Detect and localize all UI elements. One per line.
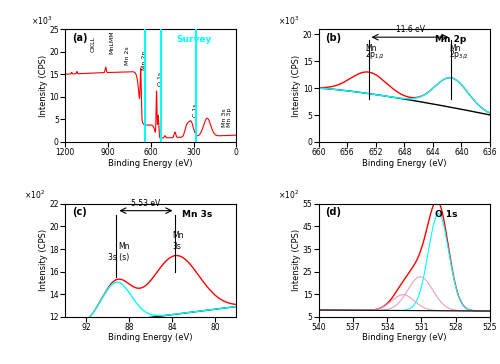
X-axis label: Binding Energy (eV): Binding Energy (eV)	[362, 159, 446, 167]
Text: Mn 3s: Mn 3s	[222, 109, 227, 127]
Y-axis label: Intensity (CPS): Intensity (CPS)	[292, 55, 302, 116]
Text: O 1s: O 1s	[435, 210, 458, 218]
Text: 5.53 eV: 5.53 eV	[131, 199, 160, 209]
Text: Mn 3p: Mn 3p	[227, 108, 232, 127]
Text: O 1s: O 1s	[158, 71, 163, 86]
Text: OKLL: OKLL	[91, 36, 96, 52]
Text: Mn: Mn	[365, 44, 376, 53]
X-axis label: Binding Energy (eV): Binding Energy (eV)	[362, 333, 446, 342]
Text: Mn: Mn	[450, 44, 461, 53]
Text: Survey: Survey	[176, 35, 212, 44]
Text: Mn 2p: Mn 2p	[142, 50, 147, 70]
Text: MnLMM: MnLMM	[109, 30, 114, 54]
Y-axis label: Intensity (CPS): Intensity (CPS)	[38, 229, 48, 291]
Text: $\times 10^3$: $\times 10^3$	[278, 14, 298, 27]
Text: Mn: Mn	[118, 242, 130, 251]
Y-axis label: Intensity (CPS): Intensity (CPS)	[292, 229, 301, 291]
X-axis label: Binding Energy (eV): Binding Energy (eV)	[108, 159, 193, 167]
Y-axis label: Intensity (CPS): Intensity (CPS)	[38, 55, 48, 116]
Text: $\times 10^2$: $\times 10^2$	[24, 189, 45, 201]
Text: Mn 2p: Mn 2p	[435, 35, 466, 44]
Text: $\times 10^3$: $\times 10^3$	[30, 14, 52, 27]
Text: 2p$_{3/2}$: 2p$_{3/2}$	[450, 48, 469, 61]
Text: (a): (a)	[72, 32, 88, 43]
Text: (b): (b)	[326, 32, 342, 43]
Text: $\times 10^2$: $\times 10^2$	[278, 189, 298, 201]
Text: Mn 3s: Mn 3s	[182, 210, 212, 218]
Text: (c): (c)	[72, 207, 86, 217]
Text: Mn: Mn	[172, 231, 184, 240]
Text: 11.6 eV: 11.6 eV	[396, 25, 424, 35]
Text: Mn 2s: Mn 2s	[124, 47, 130, 65]
Text: 2p$_{1/2}$: 2p$_{1/2}$	[365, 48, 384, 61]
Text: 3s (s): 3s (s)	[108, 253, 130, 262]
Text: C 1s: C 1s	[193, 104, 198, 117]
X-axis label: Binding Energy (eV): Binding Energy (eV)	[108, 333, 193, 342]
Text: 3s: 3s	[172, 242, 181, 251]
Text: (d): (d)	[326, 207, 342, 217]
